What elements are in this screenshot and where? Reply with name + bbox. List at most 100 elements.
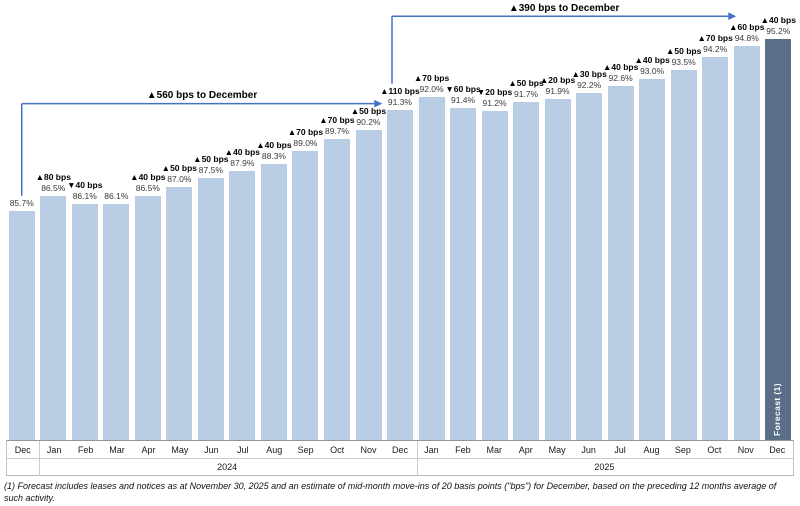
month-label-jun-6: Jun [204,445,219,455]
chart-bar-may-17 [544,98,571,440]
bar-value-label-9: 89.0% [293,138,318,149]
bar-bps-change-label-10: ▲70 bps [319,114,355,125]
chart-bar-mar-15 [481,111,508,440]
month-label-mar-15: Mar [486,445,503,455]
month-label-nov-23: Nov [737,445,754,455]
month-label-may-17: May [548,445,566,455]
bar-value-label-18: 92.2% [577,80,602,91]
chart-bar-aug-8 [260,163,287,440]
bar-value-label-23: 94.8% [734,33,759,44]
month-label-oct-10: Oct [330,445,345,455]
annotation-560bps-to-december: ▲560 bps to December [146,89,258,101]
bar-value-label-4: 86.5% [135,183,160,194]
bar-value-label-10: 89.7% [324,125,349,136]
month-label-aug-8: Aug [266,445,283,455]
chart-bar-jul-7 [229,171,256,440]
chart-bar-mar-3 [103,203,130,440]
month-label-aug-20: Aug [643,445,660,455]
bar-value-label-21: 93.5% [671,56,696,67]
month-label-may-5: May [171,445,189,455]
forecast-bar-dec-24 [765,39,792,440]
bar-value-label-17: 91.9% [545,85,570,96]
month-label-apr-16: Apr [518,445,533,455]
bar-value-label-14: 91.4% [450,94,476,105]
bar-value-label-16: 91.7% [513,89,539,100]
annotation-390bps-to-december: ▲390 bps to December [508,3,620,15]
bar-value-label-1: 86.5% [41,183,66,194]
chart-bar-nov-11 [355,129,382,440]
bar-bps-change-label-15: ▼20 bps [476,87,513,98]
chart-bar-apr-16 [513,102,540,440]
bar-value-label-3: 86.1% [104,190,129,201]
bar-bps-change-label-17: ▲20 bps [539,74,576,85]
category-axis: Dec Jan Feb Mar Apr May Jun Jul Aug Sep Oct Nov Dec J… [6,440,794,476]
chart-bar-jan-1 [40,196,67,440]
month-label-jan-1: Jan [46,445,62,455]
chart-bar-jan-13 [418,97,445,440]
axis-group-separator [416,441,418,476]
year-axis-row: 2024 2025 [7,459,793,476]
bar-bps-change-label-24: ▲40 bps [760,15,796,26]
year-label-blank [7,459,38,476]
month-label-dec-0: Dec [14,445,31,455]
month-label-jun-18: Jun [581,445,596,455]
bar-value-label-11: 90.2% [356,116,381,127]
bar-value-label-6: 87.5% [198,165,223,176]
bar-bps-change-label-11: ▲50 bps [350,105,387,116]
bar-bps-change-label-9: ▲70 bps [287,127,324,138]
bar-bps-change-label-19: ▲40 bps [602,62,639,73]
chart-bar-sep-9 [292,151,319,440]
bar-value-label-24: 95.2% [766,26,791,37]
chart-bar-dec-0 [8,210,35,440]
chart-bar-nov-23 [733,46,760,440]
month-label-feb-14: Feb [455,445,471,455]
bar-bps-change-label-18: ▲30 bps [571,69,607,80]
chart-bar-aug-20 [639,78,666,440]
chart-bar-may-5 [166,187,193,440]
footnote-text: (1) Forecast includes leases and notices… [4,481,777,503]
chart-bar-oct-10 [324,138,350,440]
bar-bps-change-label-22: ▲70 bps [697,33,733,44]
bar-bps-change-label-4: ▲40 bps [130,172,166,183]
bar-bps-change-label-16: ▲50 bps [508,78,544,89]
month-label-dec-24: Dec [769,445,786,455]
chart-bar-apr-4 [134,196,161,440]
chart-bar-jul-19 [607,86,634,440]
bar-value-label-2: 86.1% [72,190,97,201]
month-label-apr-4: Apr [141,445,156,455]
chart-bar-feb-2 [71,203,98,440]
bar-bps-change-label-12: ▲110 bps [380,85,420,96]
forecast-bar-vertical-label: Forecast (1) [772,383,783,436]
month-label-jul-19: Jul [614,445,626,455]
bar-bps-change-label-5: ▲50 bps [161,163,198,174]
chart-bar-sep-21 [670,69,697,440]
year-label-2024: 2024 [217,462,238,472]
month-label-nov-11: Nov [360,445,377,455]
month-label-sep-9: Sep [297,445,314,455]
month-label-dec-12: Dec [391,445,408,455]
bar-bps-change-label-6: ▲50 bps [193,154,229,165]
chart-bar-jun-18 [576,93,603,440]
month-label-jan-13: Jan [424,445,439,455]
bar-bps-change-label-14: ▼60 bps [445,83,481,94]
month-axis-row: Dec Jan Feb Mar Apr May Jun Jul Aug Sep Oct Nov Dec J… [7,441,793,459]
axis-group-separator [38,441,40,476]
bar-bps-change-label-7: ▲40 bps [224,147,261,157]
bar-value-label-13: 92.0% [419,84,444,94]
bar-value-label-22: 94.2% [703,44,728,55]
bar-value-label-0: 85.7% [9,197,34,208]
bar-bps-change-label-1: ▲80 bps [35,172,71,183]
bar-value-label-12: 91.3% [387,96,412,107]
annotation-arrowhead-icon [728,12,737,21]
chart-bar-jun-6 [197,178,224,440]
chart-bar-feb-14 [450,107,476,440]
bar-bps-change-label-21: ▲50 bps [665,45,702,56]
year-label-2025: 2025 [594,462,615,472]
bar-bps-change-label-2: ▼40 bps [67,179,103,190]
chart-bar-dec-12 [387,109,413,440]
bar-value-label-7: 87.9% [230,158,255,168]
month-label-feb-2: Feb [77,445,94,455]
